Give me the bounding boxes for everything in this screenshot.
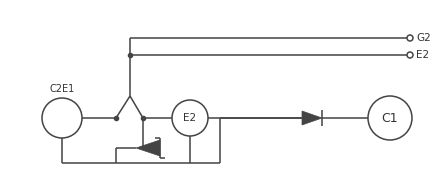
Text: C2E1: C2E1 [49,84,74,94]
Text: E2: E2 [416,50,429,60]
Polygon shape [302,111,322,125]
Polygon shape [136,140,160,156]
Text: E2: E2 [183,113,197,123]
Text: C1: C1 [382,112,398,124]
Text: G2: G2 [416,33,431,43]
